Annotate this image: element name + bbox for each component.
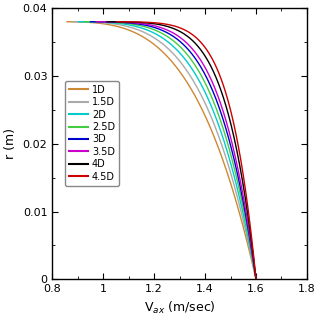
1D: [226, 173, 230, 177]
4.5D: [227, 100, 230, 104]
2.5D: [254, 277, 258, 281]
Y-axis label: r (m): r (m): [4, 128, 17, 159]
Line: 3D: 3D: [91, 22, 256, 279]
4.5D: [240, 164, 244, 168]
1D: [196, 100, 200, 104]
3D: [234, 164, 237, 168]
2D: [196, 76, 200, 80]
2D: [232, 173, 236, 177]
2.5D: [198, 72, 202, 76]
1D: [248, 251, 252, 255]
3D: [236, 173, 240, 177]
2.5D: [234, 173, 238, 177]
3.5D: [94, 20, 98, 24]
3D: [254, 277, 258, 281]
2D: [249, 251, 253, 255]
1.5D: [249, 251, 252, 255]
4D: [214, 76, 218, 80]
1D: [180, 72, 183, 76]
3D: [205, 76, 209, 80]
2D: [193, 72, 197, 76]
3D: [203, 72, 207, 76]
4D: [240, 173, 244, 177]
1D: [65, 20, 69, 24]
3D: [89, 20, 92, 24]
3.5D: [251, 251, 254, 255]
1.5D: [190, 76, 194, 80]
4D: [238, 164, 242, 168]
4D: [212, 72, 216, 76]
Line: 2.5D: 2.5D: [84, 22, 256, 279]
3D: [250, 251, 254, 255]
Line: 3.5D: 3.5D: [96, 22, 256, 279]
3.5D: [237, 173, 241, 177]
2D: [229, 164, 233, 168]
2D: [77, 20, 81, 24]
1.5D: [254, 277, 258, 281]
3D: [215, 100, 219, 104]
4.5D: [217, 72, 221, 76]
1.5D: [71, 20, 75, 24]
3.5D: [254, 277, 258, 281]
2.5D: [250, 251, 254, 255]
Line: 4D: 4D: [107, 22, 256, 279]
Line: 2D: 2D: [79, 22, 256, 279]
4.5D: [115, 20, 119, 24]
4.5D: [254, 277, 258, 281]
1D: [183, 76, 187, 80]
Line: 1D: 1D: [67, 22, 256, 279]
3.5D: [235, 164, 239, 168]
Line: 4.5D: 4.5D: [117, 22, 256, 279]
4D: [254, 277, 258, 281]
1.5D: [229, 173, 233, 177]
2D: [208, 100, 212, 104]
1.5D: [227, 164, 230, 168]
3.5D: [218, 100, 222, 104]
Line: 1.5D: 1.5D: [73, 22, 256, 279]
4.5D: [252, 251, 255, 255]
4.5D: [219, 76, 223, 80]
4.5D: [241, 173, 245, 177]
2.5D: [232, 164, 236, 168]
2D: [254, 277, 258, 281]
Legend: 1D, 1.5D, 2D, 2.5D, 3D, 3.5D, 4D, 4.5D: 1D, 1.5D, 2D, 2.5D, 3D, 3.5D, 4D, 4.5D: [65, 81, 119, 186]
2.5D: [212, 100, 216, 104]
1D: [223, 164, 227, 168]
1.5D: [203, 100, 207, 104]
4D: [251, 251, 255, 255]
X-axis label: V$_{ax}$ (m/sec): V$_{ax}$ (m/sec): [144, 300, 215, 316]
4D: [105, 20, 109, 24]
2.5D: [201, 76, 205, 80]
3.5D: [209, 76, 212, 80]
4D: [223, 100, 227, 104]
3.5D: [206, 72, 210, 76]
1.5D: [187, 72, 191, 76]
2.5D: [83, 20, 86, 24]
1D: [254, 277, 258, 281]
